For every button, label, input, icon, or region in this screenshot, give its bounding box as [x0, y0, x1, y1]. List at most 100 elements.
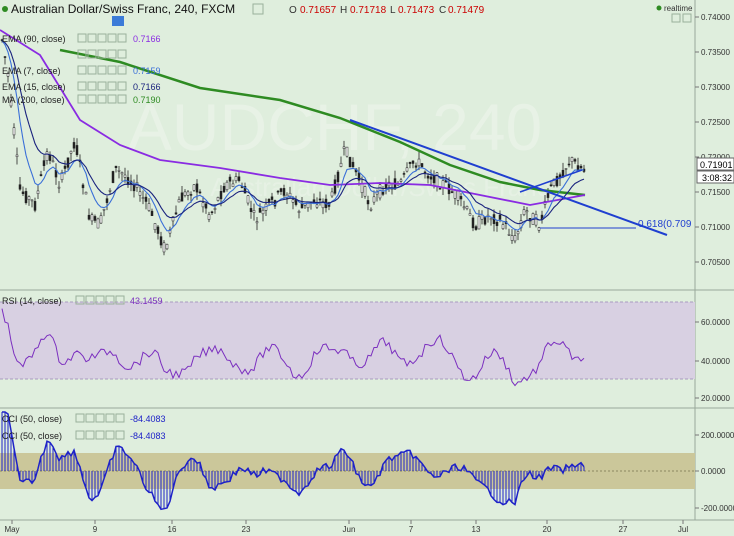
candlesticks[interactable] [0, 38, 586, 256]
time-tick-label: May [4, 525, 19, 534]
indicator-option-icon[interactable] [117, 81, 127, 91]
time-tick-label: 16 [168, 525, 177, 534]
legend-option-icon[interactable] [117, 49, 127, 59]
indicator-option-icon[interactable] [87, 33, 97, 43]
candle [159, 231, 163, 249]
candle [3, 55, 7, 65]
indicator-option-icon[interactable] [77, 33, 87, 43]
cci-series [1, 411, 585, 511]
legend-option-icon[interactable] [87, 49, 97, 59]
indicator-option-icon[interactable] [97, 94, 107, 104]
candle [183, 189, 187, 198]
legend-option-icon[interactable] [97, 49, 107, 59]
indicator-option-icon[interactable] [97, 65, 107, 75]
candle [192, 184, 196, 192]
cci-tick-label: -200.0000 [701, 504, 734, 513]
candle [111, 170, 115, 184]
indicator-label[interactable]: EMA (7, close) [2, 66, 61, 76]
indicator-label[interactable]: EMA (90, close) [2, 34, 66, 44]
candle [339, 156, 343, 168]
cci-tick-label: 200.0000 [701, 431, 734, 440]
indicator-option-icon[interactable] [117, 65, 127, 75]
candle [231, 179, 235, 188]
candle [573, 157, 577, 164]
indicator-label[interactable]: EMA (15, close) [2, 82, 66, 92]
rsi-line [1, 308, 585, 387]
price-tick-label: 0.71000 [701, 223, 730, 232]
candle [525, 206, 529, 220]
candle [120, 171, 124, 182]
indicator-option-icon[interactable] [97, 33, 107, 43]
compare-icon[interactable] [252, 3, 264, 15]
candle [180, 185, 184, 202]
cci-legend-label-1[interactable]: CCI (50, close) [2, 414, 62, 424]
rsi-axis: 60.0000 40.0000 20.0000 [695, 318, 730, 403]
indicator-option-icon[interactable] [117, 33, 127, 43]
trendline-lower[interactable] [519, 169, 583, 193]
indicator-option-icon[interactable] [87, 94, 97, 104]
rsi-legend-buttons[interactable] [75, 295, 125, 305]
candle [21, 186, 25, 196]
indicator-option-icon[interactable] [77, 81, 87, 91]
legend-option-icon[interactable] [107, 49, 117, 59]
indicator-label[interactable]: MA (200, close) [2, 95, 65, 105]
ohlc-h-key: H [340, 5, 347, 16]
settings-icon[interactable] [112, 16, 124, 26]
cci-legend-label-2[interactable]: CCI (50, close) [2, 431, 62, 441]
pane-maximize-icon[interactable] [682, 13, 692, 23]
candle [99, 212, 103, 224]
realtime-dot [656, 5, 662, 11]
time-tick-label: 13 [472, 525, 481, 534]
indicator-option-icon[interactable] [97, 81, 107, 91]
candle [477, 209, 481, 230]
indicator-option-icon[interactable] [107, 81, 117, 91]
candle [579, 164, 583, 170]
indicator-option-icon[interactable] [77, 94, 87, 104]
candle [297, 209, 301, 219]
price-tick-label: 0.73000 [701, 83, 730, 92]
ohlc-c-value: 0.71479 [448, 5, 485, 16]
ohlc-l-key: L [390, 5, 396, 16]
price-axis[interactable]: 0.740000.735000.730000.725000.720000.715… [695, 13, 730, 267]
candle [279, 187, 283, 195]
indicator-option-icon[interactable] [87, 65, 97, 75]
indicator-option-icon[interactable] [117, 94, 127, 104]
time-axis[interactable]: May 9 16 23 Jun 7 13 20 27 Jul [4, 520, 688, 534]
cci-legend-buttons-1[interactable] [75, 413, 125, 423]
indicator-option-icon[interactable] [107, 33, 117, 43]
candle [483, 216, 487, 226]
candle [255, 216, 259, 231]
candle [30, 199, 34, 208]
candle [342, 140, 346, 156]
indicator-option-icon[interactable] [87, 81, 97, 91]
candle [210, 210, 214, 216]
indicator-option-icon[interactable] [107, 65, 117, 75]
indicator-option-icon[interactable] [107, 94, 117, 104]
candle [456, 189, 460, 206]
candle [369, 207, 373, 212]
cci-legend-buttons-2[interactable] [75, 430, 125, 440]
legend-option-icon[interactable] [77, 49, 87, 59]
candle [69, 150, 73, 162]
candle [249, 200, 253, 219]
rsi-legend-label[interactable]: RSI (14, close) [2, 296, 62, 306]
candle [126, 170, 130, 188]
fib-level-label: 0.618(0.709 [638, 219, 692, 230]
trendline[interactable] [349, 119, 668, 236]
candle [198, 189, 202, 195]
candle [132, 179, 136, 198]
candle [576, 157, 580, 172]
candle [402, 171, 406, 178]
symbol-title[interactable]: Australian Dollar/Swiss Franc, 240, FXCM [11, 2, 235, 16]
candle [414, 162, 418, 172]
cci-legend-value-1: -84.4083 [130, 414, 166, 424]
price-tick-label: 0.70500 [701, 258, 730, 267]
candle [549, 181, 553, 188]
price-tag: 0.71901 [700, 160, 733, 170]
price-tick-label: 0.71500 [701, 188, 730, 197]
symbol-dot [2, 6, 8, 12]
indicator-option-icon[interactable] [77, 65, 87, 75]
pane-collapse-icon[interactable] [671, 13, 681, 23]
rsi-tick-label: 20.0000 [701, 394, 730, 403]
